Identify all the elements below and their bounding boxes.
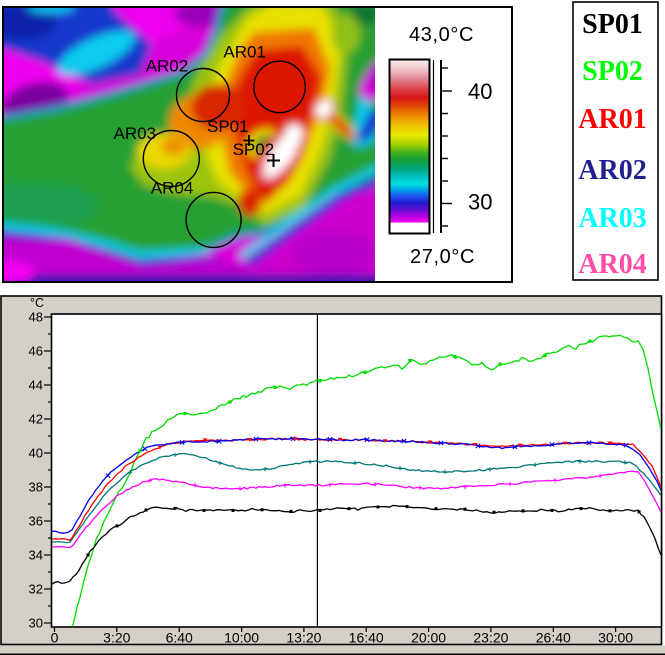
svg-text:40: 40 [29,446,43,461]
svg-text:SP02: SP02 [233,140,275,159]
svg-text:10:00: 10:00 [224,630,259,646]
svg-text:SP01: SP01 [207,117,249,136]
svg-text:34: 34 [29,548,43,563]
svg-text:AR02: AR02 [146,57,189,76]
svg-text:48: 48 [29,310,43,325]
svg-text:0: 0 [51,630,59,646]
svg-text:30:00: 30:00 [598,630,633,646]
svg-text:42: 42 [29,412,43,427]
svg-text:16:40: 16:40 [349,630,384,646]
svg-text:SP01: SP01 [582,9,643,40]
svg-text:30: 30 [29,616,43,631]
svg-text:AR02: AR02 [578,155,646,186]
svg-text:20:00: 20:00 [411,630,446,646]
svg-text:AR01: AR01 [578,104,646,135]
svg-text:°C: °C [30,296,44,310]
svg-text:AR04: AR04 [578,249,646,280]
svg-text:38: 38 [29,480,43,495]
svg-text:3:20: 3:20 [103,630,130,646]
svg-text:6:40: 6:40 [166,630,193,646]
svg-text:AR03: AR03 [114,124,157,143]
svg-text:36: 36 [29,514,43,529]
svg-text:AR04: AR04 [151,178,194,197]
svg-text:46: 46 [29,344,43,359]
svg-text:13:20: 13:20 [286,630,321,646]
svg-text:23:20: 23:20 [473,630,508,646]
svg-text:SP02: SP02 [582,56,643,87]
svg-text:30: 30 [468,190,492,215]
svg-text:32: 32 [29,582,43,597]
svg-text:26:40: 26:40 [536,630,571,646]
svg-text:40: 40 [468,79,492,104]
svg-text:AR03: AR03 [578,203,646,234]
svg-text:44: 44 [29,378,43,393]
svg-text:AR01: AR01 [223,42,266,61]
svg-text:43,0°C: 43,0°C [409,24,474,46]
svg-text:27,0°C: 27,0°C [410,246,475,268]
